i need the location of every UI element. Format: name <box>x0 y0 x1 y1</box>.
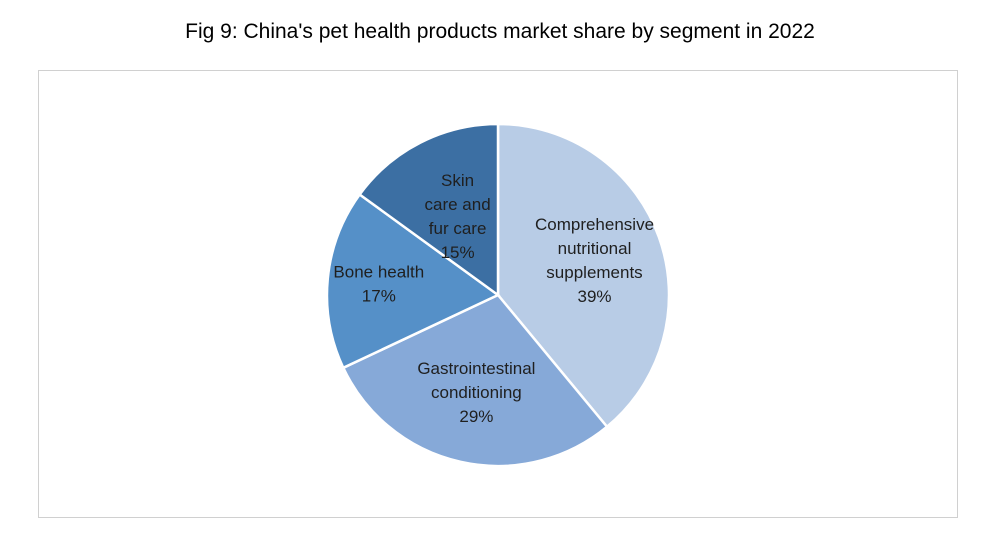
data-label-line: Gastrointestinal <box>417 359 535 378</box>
data-label-1: Comprehensive nutritional supplements 39% <box>535 215 654 306</box>
data-label-line: care and <box>425 195 491 214</box>
data-label-line: nutritional <box>558 239 632 258</box>
data-label-value: 39% <box>577 287 611 306</box>
data-label-value: 17% <box>362 287 396 306</box>
chart-title: Fig 9: China's pet health products marke… <box>185 20 815 43</box>
data-label-4: Skin care and fur care 15% <box>425 171 491 262</box>
pie-slice-1 <box>496 122 671 429</box>
data-label-line: fur care <box>429 219 487 238</box>
data-label-3: Bone health 17% <box>333 263 424 306</box>
data-label-value: 29% <box>459 407 493 426</box>
data-label-line: supplements <box>546 263 642 282</box>
pie-slice-3 <box>325 192 501 370</box>
data-label-value: 15% <box>441 243 475 262</box>
data-label-line: conditioning <box>431 383 522 402</box>
data-label-line: Comprehensive <box>535 215 654 234</box>
data-label-line: Bone health <box>333 263 424 282</box>
data-label-2: Gastrointestinal conditioning 29% <box>417 359 535 426</box>
pie-slice-4 <box>357 122 500 298</box>
data-label-line: Skin <box>441 171 474 190</box>
